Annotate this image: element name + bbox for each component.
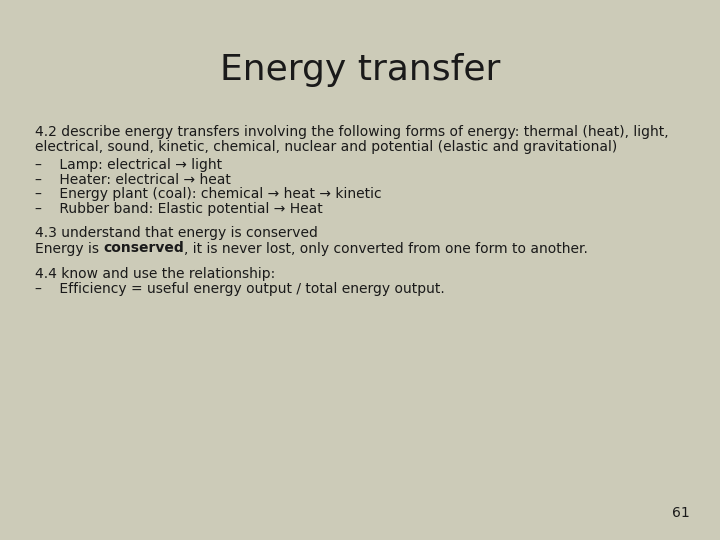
Text: 4.3 understand that energy is conserved: 4.3 understand that energy is conserved: [35, 226, 318, 240]
Text: 4.4 know and use the relationship:: 4.4 know and use the relationship:: [35, 267, 275, 281]
Text: , it is never lost, only converted from one form to another.: , it is never lost, only converted from …: [184, 241, 588, 255]
Text: Energy is: Energy is: [35, 241, 104, 255]
Text: 4.2 describe energy transfers involving the following forms of energy: thermal (: 4.2 describe energy transfers involving …: [35, 125, 669, 139]
Text: conserved: conserved: [104, 241, 184, 255]
Text: Energy transfer: Energy transfer: [220, 53, 500, 87]
Text: –    Energy plant (coal): chemical → heat → kinetic: – Energy plant (coal): chemical → heat →…: [35, 187, 382, 201]
Text: –    Rubber band: Elastic potential → Heat: – Rubber band: Elastic potential → Heat: [35, 201, 323, 215]
Text: –    Lamp: electrical → light: – Lamp: electrical → light: [35, 158, 222, 172]
Text: electrical, sound, kinetic, chemical, nuclear and potential (elastic and gravita: electrical, sound, kinetic, chemical, nu…: [35, 140, 617, 154]
Text: –    Efficiency = useful energy output / total energy output.: – Efficiency = useful energy output / to…: [35, 282, 445, 296]
Text: –    Heater: electrical → heat: – Heater: electrical → heat: [35, 172, 231, 186]
Text: 61: 61: [672, 506, 690, 520]
